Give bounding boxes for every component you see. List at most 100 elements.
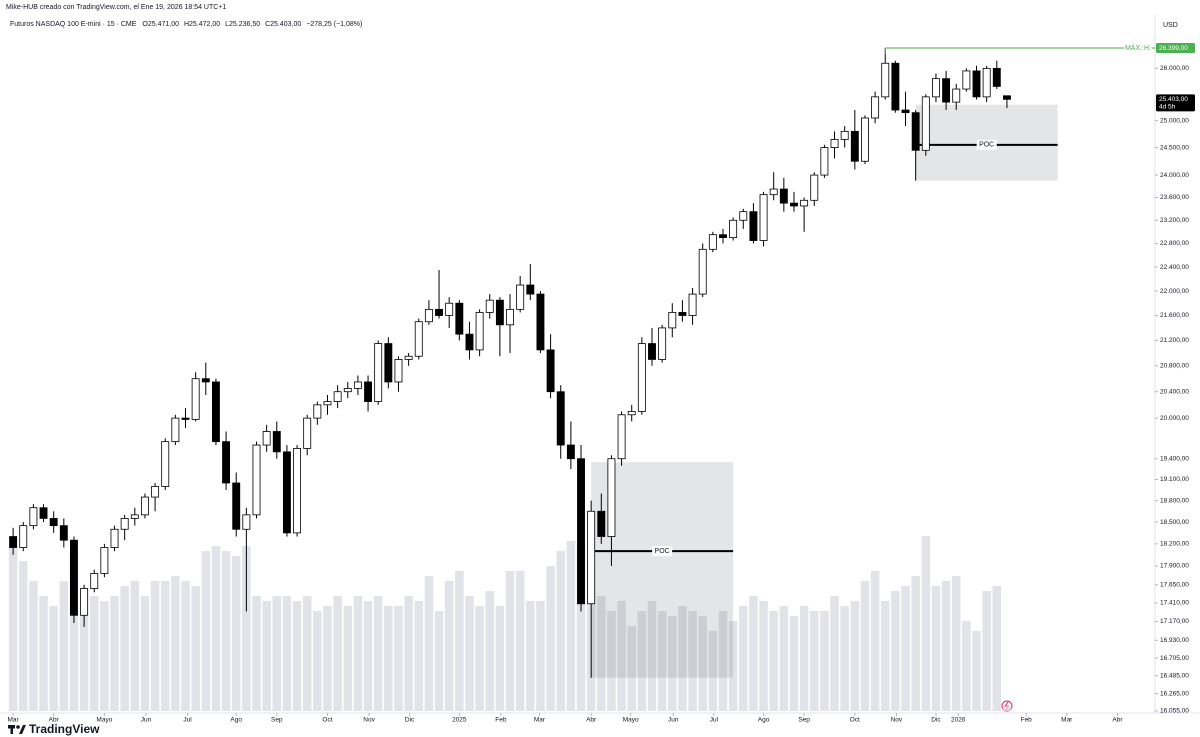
volume-bar	[444, 581, 454, 711]
volume-bar	[688, 611, 697, 711]
volume-bar	[424, 576, 434, 711]
candle-body	[830, 139, 839, 148]
y-tick-label: 17.170,00	[1160, 618, 1189, 625]
volume-bar	[252, 596, 261, 711]
candle-body	[262, 431, 271, 446]
volume-bar	[191, 586, 200, 711]
x-tick-label: Oct	[322, 717, 332, 724]
x-tick-label: Ago	[758, 717, 770, 724]
last-price-countdown: 4d 5h	[1159, 104, 1176, 111]
candle-body	[881, 62, 890, 98]
volume-bar	[39, 596, 48, 711]
volume-bar	[333, 596, 342, 711]
x-tick-label: Mayo	[96, 717, 112, 724]
x-tick-label: Abr	[1112, 717, 1123, 724]
candle-body	[759, 194, 768, 241]
poc-label: POC	[979, 142, 994, 149]
candle-body	[506, 308, 514, 326]
candle-body	[323, 401, 332, 406]
volume-bar	[69, 551, 79, 711]
candle-body	[972, 70, 981, 98]
x-tick-label: Ago	[230, 717, 242, 724]
candle-body	[171, 417, 180, 443]
candle-body	[739, 211, 748, 221]
volume-bar	[505, 571, 515, 711]
y-tick-label: 24.500,00	[1160, 144, 1189, 151]
candle-body	[19, 525, 28, 548]
volume-bar	[150, 581, 160, 711]
candle-body	[871, 96, 880, 119]
candle-body	[282, 451, 291, 534]
x-tick-label: Dic	[405, 717, 415, 724]
candle-body	[800, 199, 809, 207]
volume-bar	[465, 596, 474, 711]
y-tick-label: 16.265,00	[1160, 690, 1189, 697]
candle-body	[719, 234, 727, 239]
volume-layer	[8, 536, 1012, 711]
candle-body	[90, 573, 99, 589]
candle-body	[272, 431, 281, 453]
x-tick-label: Sep	[798, 717, 810, 724]
y-tick-label: 18.500,00	[1160, 519, 1189, 526]
volume-bar	[455, 571, 464, 711]
candle-body	[627, 411, 636, 416]
volume-bar	[749, 596, 758, 711]
candle-body	[566, 444, 575, 460]
volume-bar	[434, 611, 444, 711]
max-high-label: MÁX. H.	[1125, 43, 1151, 52]
y-tick-label: 17.410,00	[1160, 600, 1189, 607]
y-tick-label: 25.000,00	[1160, 117, 1189, 124]
logo-mark	[10, 725, 13, 734]
volume-bar	[708, 631, 718, 711]
volume-bar	[779, 606, 789, 711]
volume-bar	[678, 606, 687, 711]
candle-body	[232, 482, 241, 530]
volume-bar	[546, 566, 555, 711]
candle-body	[201, 378, 210, 383]
symbol: Futuros NASDAQ 100 E-mini · 15 · CME	[10, 21, 137, 28]
candle-body	[952, 88, 961, 103]
y-tick-label: 22.800,00	[1160, 240, 1189, 247]
volume-bar	[110, 596, 119, 711]
low-label: L25.236,50	[225, 21, 260, 28]
candle-body	[80, 588, 89, 616]
volume-bar	[404, 596, 413, 711]
y-tick-label: 21.600,00	[1160, 312, 1189, 319]
volume-bar	[373, 596, 383, 711]
max-high-value: 26.399,00	[1159, 45, 1188, 52]
candle-body	[668, 312, 677, 329]
volume-bar	[515, 571, 525, 711]
volume-bar	[647, 601, 657, 711]
candle-body	[577, 458, 585, 605]
candle-body	[343, 388, 352, 393]
volume-bar	[637, 611, 647, 711]
candle-body	[708, 234, 717, 250]
volume-bar	[79, 591, 89, 711]
close-label: C25.403,00	[265, 21, 301, 28]
candle-body	[911, 112, 920, 151]
x-tick-label: Nov	[891, 717, 903, 724]
candle-layer	[9, 48, 1011, 678]
y-tick-label: 26.000,00	[1160, 65, 1189, 72]
volume-bar	[1002, 706, 1012, 711]
volume-bar	[292, 601, 302, 711]
volume-bar	[870, 571, 880, 711]
candle-body	[475, 312, 484, 351]
candle-body	[120, 518, 129, 530]
x-tick-label: 2025	[452, 717, 467, 724]
candle-body	[252, 444, 261, 516]
volume-bar	[8, 546, 18, 711]
candle-body	[779, 188, 788, 204]
volume-bar	[29, 581, 38, 711]
y-tick-label: 17.900,00	[1160, 563, 1189, 570]
x-tick-label: Jul	[183, 717, 192, 724]
candle-body	[921, 96, 930, 151]
volume-bar	[972, 631, 981, 711]
last-price-box	[1156, 94, 1195, 112]
candle-body	[364, 381, 373, 402]
candle-body	[130, 514, 139, 519]
volume-bar	[982, 591, 991, 711]
candle-body	[303, 417, 312, 449]
candle-body	[790, 202, 798, 207]
candle-body	[536, 293, 545, 351]
